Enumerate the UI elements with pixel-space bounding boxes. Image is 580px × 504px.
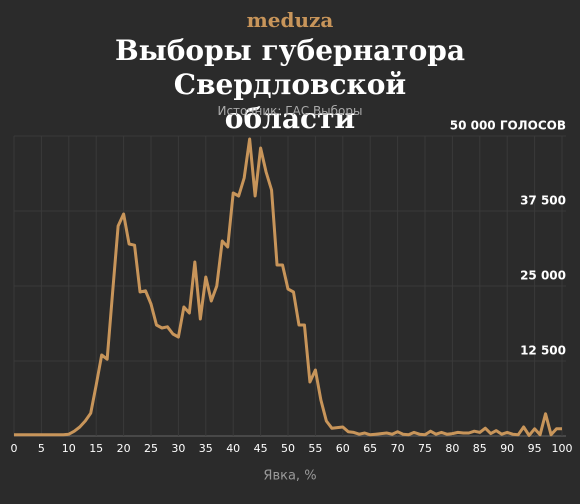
data-line: [14, 137, 562, 437]
chart-subtitle: Источник: ГАС Выборы: [217, 104, 363, 118]
x-tick-label: 20: [117, 442, 131, 455]
x-tick-label: 85: [473, 442, 487, 455]
x-tick-label: 80: [445, 442, 459, 455]
x-tick-label: 5: [38, 442, 45, 455]
x-tick-label: 50: [281, 442, 295, 455]
x-tick-label: 70: [391, 442, 405, 455]
x-tick-label: 15: [89, 442, 103, 455]
x-tick-label: 65: [363, 442, 377, 455]
x-tick-label: 0: [11, 442, 18, 455]
x-axis-label: Явка, %: [263, 469, 316, 484]
y-tick-label: 50 000 ГОЛОСОВ: [450, 119, 566, 133]
x-tick-label: 45: [254, 442, 268, 455]
chart-title: Выборы губернатора Свердловской области: [114, 34, 465, 135]
brand: meduza: [246, 8, 334, 32]
x-tick-label: 40: [226, 442, 240, 455]
y-tick-label: 37 500: [520, 194, 566, 208]
x-tick-label: 95: [528, 442, 542, 455]
x-tick-label: 10: [62, 442, 76, 455]
x-tick-label: 55: [308, 442, 322, 455]
x-tick-label: 30: [171, 442, 185, 455]
x-tick-label: 75: [418, 442, 432, 455]
x-tick-label: 100: [552, 442, 573, 455]
y-tick-label: 25 000: [520, 269, 566, 283]
y-tick-label: 12 500: [520, 344, 566, 358]
x-tick-label: 25: [144, 442, 158, 455]
x-tick-label: 90: [500, 442, 514, 455]
x-tick-label: 35: [199, 442, 213, 455]
x-tick-label: 60: [336, 442, 350, 455]
